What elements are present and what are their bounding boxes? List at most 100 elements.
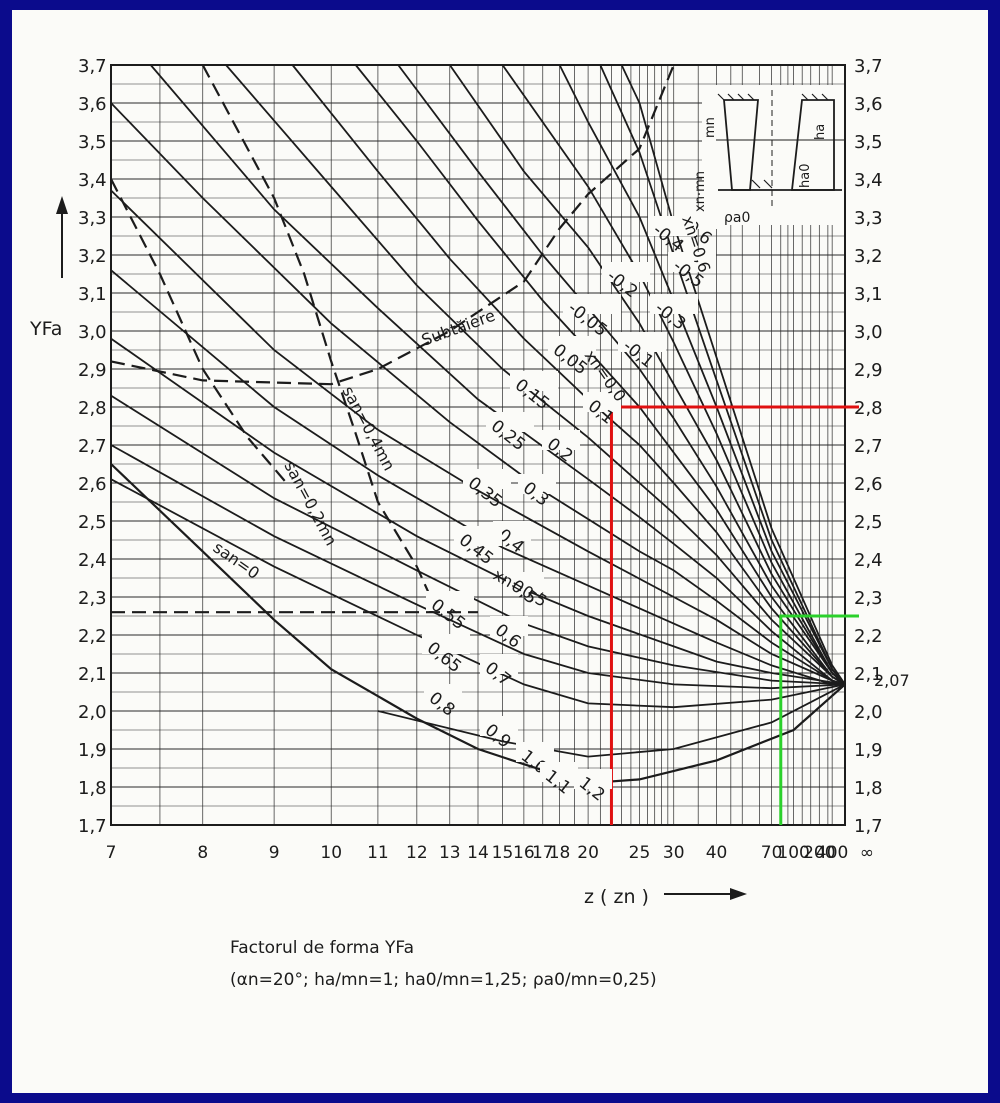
y-tick-label: 2,9	[854, 360, 883, 381]
y-tick-label: 3,0	[854, 322, 883, 343]
y-tick-label: 2,4	[854, 550, 883, 571]
boundary-curves	[110, 64, 846, 785]
series-label-bg	[506, 572, 544, 592]
x-tick-label: 15	[492, 843, 514, 863]
y-tick-label: 2,3	[78, 588, 107, 609]
inset-label-rho: ρa0	[724, 210, 750, 226]
boundary-curve	[110, 463, 846, 785]
series-label-bg	[510, 371, 558, 391]
figure-caption-parameters: (αn=20°; ha/mn=1; ha0/mn=1,25; ρa0/mn=0,…	[230, 970, 657, 990]
y-tick-label: 3,3	[854, 208, 883, 229]
series-label-bg	[463, 469, 511, 489]
series-label-bg	[454, 526, 502, 546]
series-curve	[110, 337, 846, 686]
y-tick-label: 2,2	[854, 626, 883, 647]
series-label-bg	[490, 616, 528, 636]
y-tick-labels-right: 1,7 1,8 1,9 2,0 2,1 2,2 2,3 2,4 2,5 2,6 2,7 2,8 2,9 3…	[854, 56, 883, 837]
y-tick-label: 1,9	[854, 740, 883, 761]
yfa-chart: 1,7 1,8 1,9 2,0 2,1 2,2 2,3 2,4 2,5 2,6 2,7 2,8 2,9 3…	[29, 56, 910, 908]
x-tick-label: 9	[269, 843, 280, 863]
y-tick-label: 2,1	[854, 664, 883, 685]
series-curve	[291, 64, 846, 686]
x-tick-label: 14	[467, 843, 489, 863]
annotation-san-0: san=0	[210, 538, 263, 583]
marker-red-line	[609, 405, 859, 825]
series-label-bg	[583, 392, 621, 412]
tooth-profile-inset: mn xn·mn ha ha0 ρa0	[693, 85, 846, 226]
boundary-curve	[201, 64, 436, 606]
series-curve	[558, 64, 846, 685]
series-curve	[150, 64, 846, 686]
series-label-bg	[480, 716, 518, 736]
series-label-bg	[480, 654, 518, 674]
y-tick-label: 3,4	[854, 170, 883, 191]
y-tick-label: 3,1	[854, 284, 883, 305]
y-tick-label: 1,8	[78, 778, 107, 799]
y-tick-label: 3,3	[78, 208, 107, 229]
x-tick-label: ∞	[860, 843, 874, 863]
boundary-curve	[110, 64, 675, 386]
y-tick-label: 2,8	[78, 398, 107, 419]
y-tick-label: 3,5	[854, 132, 883, 153]
y-tick-label: 3,6	[78, 94, 107, 115]
y-tick-label: 1,9	[78, 740, 107, 761]
inset-label-ha0: ha0	[798, 164, 813, 188]
x-tick-label: 200	[803, 843, 835, 863]
inset-label-ha: ha	[813, 124, 828, 140]
y-tick-label: 2,0	[854, 702, 883, 723]
series-label-bg	[563, 294, 621, 314]
series-label-bg	[618, 332, 666, 352]
y-tick-label: 1,7	[78, 816, 107, 837]
x-tick-label: 7	[106, 843, 117, 863]
series-label-bg	[574, 769, 612, 789]
y-tick-label: 3,2	[78, 246, 107, 267]
series-labels: -0,6-0,5-0,4-0,3-0,2-0,1-0,050,050,10,15…	[422, 209, 724, 806]
marker-green-line	[779, 614, 859, 825]
series-label-bg	[486, 412, 534, 432]
series-label-bg	[518, 474, 556, 494]
series-label-bg	[516, 742, 554, 762]
y-tick-label: 2,4	[78, 550, 107, 571]
series-label-bg	[426, 591, 474, 611]
y-tick-label: 2,5	[854, 512, 883, 533]
y-tick-label: 3,7	[78, 56, 107, 77]
y-tick-label: 2,6	[78, 474, 107, 495]
slide-paper: 1,7 1,8 1,9 2,0 2,1 2,2 2,3 2,4 2,5 2,6 2,7 2,8 2,9 3…	[12, 10, 988, 1093]
y-tick-labels-left: 1,7 1,8 1,9 2,0 2,1 2,2 2,3 2,4 2,5 2,6 2,7 2,8 2,9 3…	[78, 56, 107, 837]
series-curve	[449, 64, 846, 686]
series-label-bg	[602, 262, 650, 282]
x-tick-label: 11	[367, 843, 389, 863]
y-tick-label: 1,8	[854, 778, 883, 799]
y-tick-label: 3,2	[854, 246, 883, 267]
series-label-bg	[650, 294, 698, 314]
y-tick-label: 3,7	[854, 56, 883, 77]
x-tick-label: 70	[761, 843, 783, 863]
x-tick-label: 400	[816, 843, 848, 863]
x-tick-label: 10	[320, 843, 342, 863]
series-curve	[110, 269, 845, 686]
x-tick-label: 18	[549, 843, 571, 863]
series-label-bg	[648, 216, 696, 236]
x-tick-label: 12	[406, 843, 428, 863]
series-curve	[110, 102, 846, 686]
inset-label-xnmn: xn·mn	[693, 171, 708, 212]
annotation-san-04: san=0,4mn	[338, 383, 398, 474]
figure-caption-title: Factorul de forma YFa	[230, 938, 415, 958]
series-label-bg	[493, 521, 531, 541]
x-tick-label: 25	[629, 843, 651, 863]
x-tick-label: 30	[663, 843, 685, 863]
convergence-label: 2,07	[874, 671, 910, 690]
x-tick-label: 13	[439, 843, 461, 863]
series-label-bg	[540, 762, 578, 782]
y-tick-label: 3,4	[78, 170, 107, 191]
y-tick-label: 3,1	[78, 284, 107, 305]
x-tick-label: 17	[532, 843, 554, 863]
y-axis-label: YFa	[29, 318, 62, 340]
series-curve	[397, 64, 846, 686]
y-tick-label: 2,1	[78, 664, 107, 685]
series-curve	[501, 64, 846, 686]
x-tick-label: 20	[577, 843, 599, 863]
y-tick-label: 2,2	[78, 626, 107, 647]
series-label-bg	[668, 252, 716, 272]
